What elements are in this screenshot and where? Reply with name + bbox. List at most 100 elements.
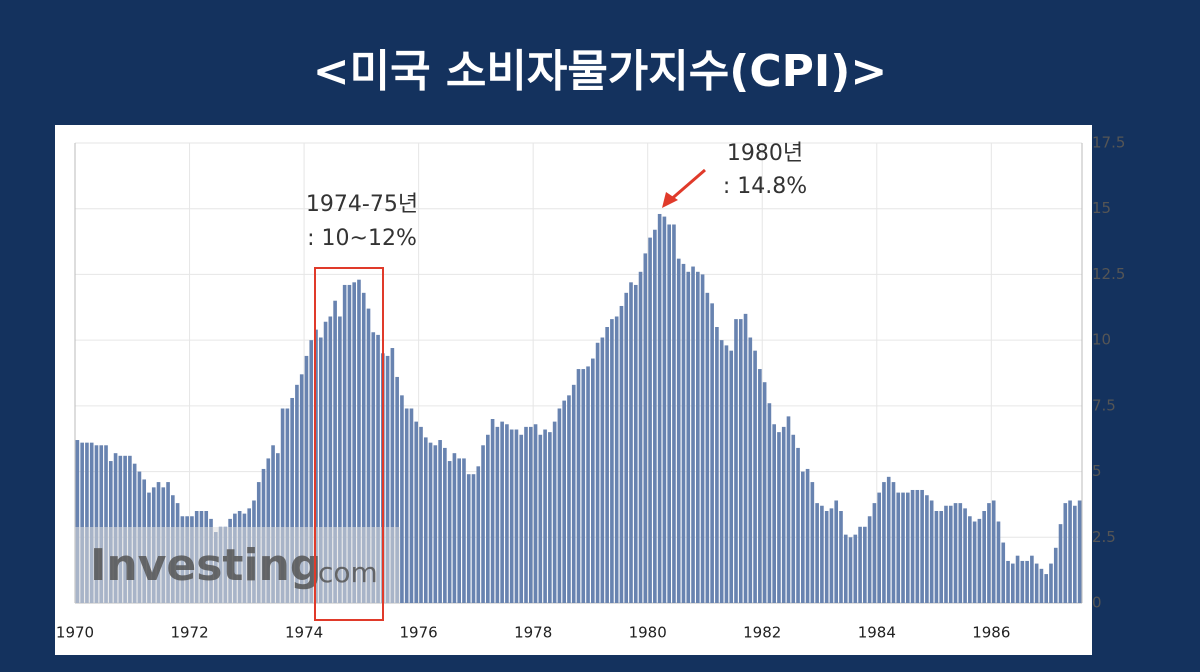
bar: [653, 229, 657, 603]
chart-title: <미국 소비자물가지수(CPI)>: [313, 46, 888, 97]
bar: [94, 445, 99, 603]
bar: [471, 474, 476, 603]
bar: [390, 348, 395, 603]
bar: [944, 505, 948, 603]
bar: [710, 303, 714, 603]
bar: [958, 503, 963, 603]
bar: [1077, 500, 1082, 603]
x-tick-label: 1970: [56, 624, 94, 642]
plot-area: 0 2.5 5 7.5 10 12.5 15 17.5 1970 1972 1974 1976 1978…: [56, 134, 1126, 642]
bar: [295, 384, 299, 603]
bar: [495, 426, 500, 603]
bar: [748, 337, 753, 603]
watermark: Investing: [90, 540, 321, 591]
bar: [314, 329, 318, 603]
bar: [863, 526, 867, 603]
bar: [342, 284, 347, 603]
bar: [920, 489, 924, 603]
bar: [443, 447, 447, 603]
bar: [323, 321, 328, 603]
bar: [968, 516, 972, 603]
bar: [657, 213, 662, 603]
bar: [629, 282, 633, 603]
bar: [719, 340, 724, 603]
bar: [99, 445, 104, 603]
y-tick-label: 17.5: [1092, 134, 1125, 152]
y-tick-label: 0: [1092, 594, 1102, 612]
bar: [280, 408, 285, 603]
bar: [552, 421, 557, 603]
bar: [882, 482, 886, 603]
bar: [1010, 563, 1015, 603]
bar: [271, 445, 275, 603]
bar: [1058, 524, 1063, 603]
x-tick-label: 1974: [285, 624, 323, 642]
bar: [605, 327, 609, 603]
y-tick-label: 12.5: [1092, 265, 1125, 283]
bar: [676, 258, 681, 603]
bar: [457, 458, 462, 603]
bar: [466, 474, 471, 603]
bar: [104, 445, 108, 603]
bar: [366, 308, 371, 603]
watermark-box: [75, 527, 400, 603]
bar: [581, 369, 586, 603]
bar: [481, 445, 485, 603]
bar: [929, 500, 934, 603]
bar: [85, 442, 89, 603]
bar: [557, 408, 562, 603]
bar: [948, 505, 953, 603]
bar: [777, 432, 781, 603]
bar: [901, 492, 905, 603]
bar: [595, 342, 600, 603]
bar: [886, 476, 891, 603]
bar: [1001, 542, 1006, 603]
bar: [667, 224, 671, 603]
bar: [476, 466, 481, 603]
bar: [318, 337, 323, 603]
bar: [338, 316, 342, 603]
x-tick-label: 1972: [170, 624, 208, 642]
bar: [1073, 505, 1077, 603]
bar: [662, 216, 667, 603]
bar: [705, 292, 710, 603]
bar: [834, 500, 839, 603]
y-tick-label: 5: [1092, 462, 1102, 480]
y-tick-label: 15: [1092, 199, 1111, 217]
bar: [905, 492, 910, 603]
bar: [299, 374, 304, 603]
bar: [633, 284, 638, 603]
bar: [371, 332, 376, 603]
bar: [758, 369, 762, 603]
bar: [681, 263, 686, 603]
bar: [829, 508, 834, 603]
bar: [824, 511, 829, 603]
bar: [524, 426, 528, 603]
bar: [729, 350, 734, 603]
bar: [528, 426, 533, 603]
x-tick-label: 1986: [972, 624, 1010, 642]
y-tick-label: 7.5: [1092, 396, 1116, 414]
bar: [357, 279, 361, 603]
bar: [781, 426, 786, 603]
bar: [452, 453, 457, 603]
x-tick-label: 1982: [743, 624, 781, 642]
bar: [395, 376, 399, 603]
bar: [548, 432, 552, 603]
bar: [972, 521, 977, 603]
bar: [89, 442, 94, 603]
bar: [872, 503, 877, 603]
bar: [934, 511, 939, 603]
bar: [1034, 563, 1039, 603]
bar: [290, 397, 294, 603]
bar: [810, 482, 815, 603]
bar: [738, 319, 743, 603]
x-tick-label: 1980: [629, 624, 667, 642]
bar: [433, 445, 438, 603]
highlight-box: [314, 267, 384, 621]
bar: [786, 416, 791, 603]
bar: [333, 300, 337, 603]
bar: [576, 369, 581, 603]
bar: [695, 271, 700, 603]
arrow-head: [662, 192, 678, 208]
